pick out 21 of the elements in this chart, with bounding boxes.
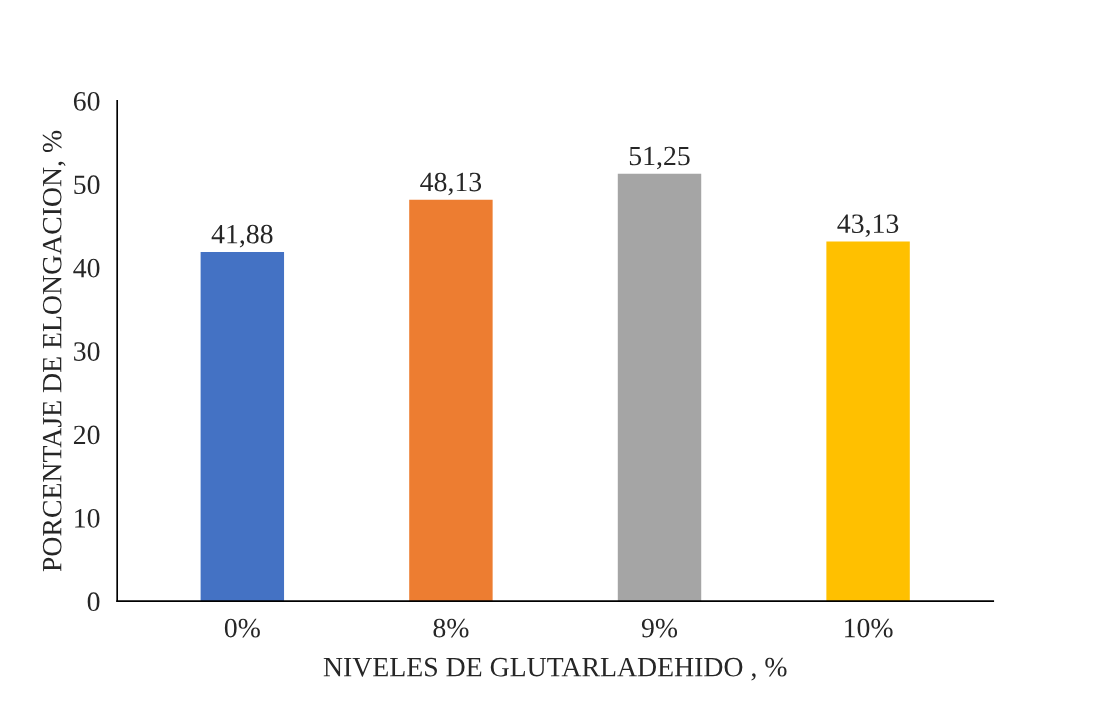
y-tick-label: 10 xyxy=(75,508,100,528)
x-tick-label: 9% xyxy=(641,618,678,638)
bar xyxy=(200,251,285,602)
data-label: 41,88 xyxy=(211,224,273,248)
bar xyxy=(409,199,493,602)
y-tick-label: 0 xyxy=(87,592,100,612)
bar xyxy=(617,173,702,602)
x-tick-label: 10% xyxy=(845,618,893,638)
y-tick-label: 60 xyxy=(73,91,100,111)
x-axis-title: NIVELES DE GLUTARLADEHIDO , % xyxy=(323,657,787,681)
y-tick-label: 50 xyxy=(74,175,100,195)
data-label: 43,13 xyxy=(837,214,899,238)
x-tick-label: 0% xyxy=(224,618,260,638)
y-tick-label: 40 xyxy=(73,258,100,278)
y-tick-label: 20 xyxy=(73,425,100,445)
bar xyxy=(826,241,910,602)
y-tick-label: 30 xyxy=(74,342,100,361)
data-label: 48,13 xyxy=(420,172,482,196)
y-axis-title: PORCENTAJE DE ELONGACION, % xyxy=(42,130,66,572)
data-label: 51,25 xyxy=(629,146,690,170)
x-tick-label: 8% xyxy=(433,618,469,638)
